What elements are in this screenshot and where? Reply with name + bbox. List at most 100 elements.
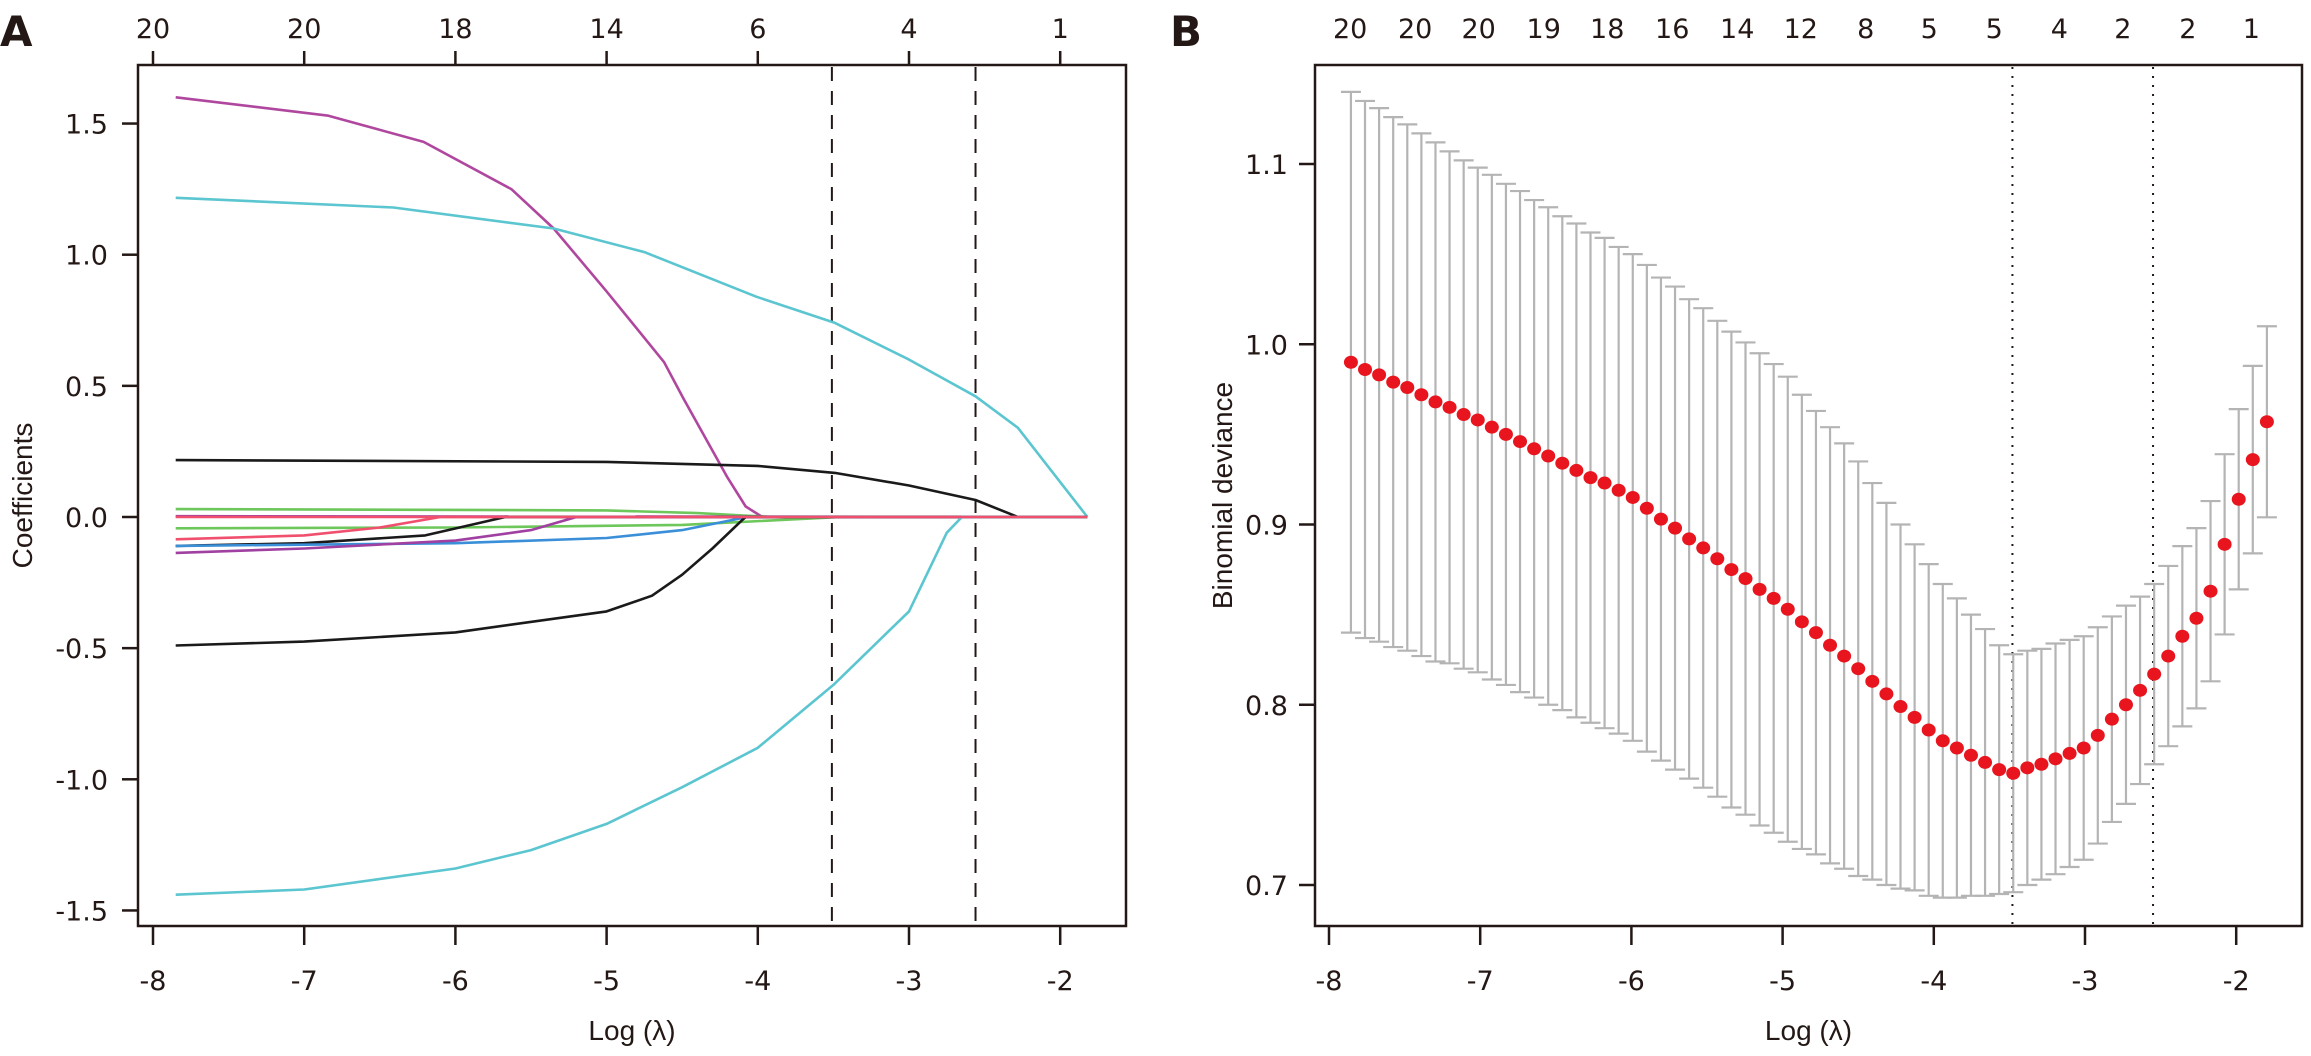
deviance-point: [2245, 453, 2260, 467]
deviance-point: [1949, 741, 1964, 755]
x-tick-label: -6: [442, 966, 469, 997]
deviance-point: [2048, 752, 2063, 766]
panel-label: A: [0, 7, 33, 56]
x-tick-label: -3: [896, 966, 923, 997]
deviance-point: [2147, 667, 2162, 681]
x-tick-label: -7: [1467, 966, 1494, 997]
y-tick-label: 0.8: [1245, 691, 1288, 722]
y-tick-label: -1.5: [55, 896, 108, 927]
top-axis-label: 18: [1590, 14, 1624, 45]
top-axis-label: 4: [900, 14, 917, 45]
deviance-point: [1668, 521, 1683, 535]
top-axis-label: 1: [2243, 14, 2260, 45]
deviance-point: [1823, 638, 1838, 652]
deviance-point: [1625, 490, 1640, 504]
deviance-point: [1766, 591, 1781, 605]
deviance-point: [1724, 563, 1739, 577]
y-tick-label: 1.0: [65, 241, 108, 272]
top-axis-label: 14: [589, 14, 623, 45]
top-axis-label: 1: [1052, 14, 1069, 45]
deviance-point: [1527, 442, 1542, 456]
deviance-point: [2034, 757, 2049, 771]
deviance-point: [1738, 572, 1753, 586]
deviance-point: [1639, 501, 1654, 515]
deviance-point: [1456, 408, 1471, 422]
deviance-point: [1935, 734, 1950, 748]
x-tick-label: -4: [744, 966, 771, 997]
deviance-point: [2161, 649, 2176, 663]
deviance-point: [1484, 420, 1499, 434]
deviance-point: [1682, 532, 1697, 546]
deviance-point: [2118, 698, 2133, 712]
deviance-point: [1343, 355, 1358, 369]
deviance-point: [1921, 723, 1936, 737]
deviance-point: [1583, 471, 1598, 485]
deviance-point: [2062, 746, 2077, 760]
top-axis-label: 2: [2179, 14, 2196, 45]
deviance-point: [1992, 763, 2007, 777]
y-axis-title: Coefficients: [7, 423, 38, 569]
deviance-point: [1358, 362, 1373, 376]
x-tick-label: -8: [1316, 966, 1343, 997]
y-tick-label: 0.9: [1245, 511, 1288, 542]
coefficient-path: [175, 196, 1089, 518]
deviance-point: [1851, 662, 1866, 676]
deviance-point: [2217, 537, 2232, 551]
y-tick-label: 0.0: [65, 503, 108, 534]
deviance-point: [1879, 687, 1894, 701]
deviance-point: [1513, 435, 1528, 449]
top-axis-label: 20: [1462, 14, 1496, 45]
top-axis-label: 16: [1655, 14, 1689, 45]
y-tick-label: 1.0: [1245, 330, 1288, 361]
deviance-point: [1569, 463, 1584, 477]
deviance-point: [1794, 615, 1809, 629]
x-tick-label: -5: [593, 966, 620, 997]
x-tick-label: -5: [1769, 966, 1796, 997]
coefficient-path: [175, 515, 1088, 548]
deviance-point: [1498, 427, 1513, 441]
x-tick-label: -4: [1920, 966, 1947, 997]
deviance-point: [1597, 476, 1612, 490]
top-axis-label: 2: [2114, 14, 2131, 45]
deviance-point: [2020, 761, 2035, 775]
y-tick-label: 1.1: [1245, 150, 1288, 181]
deviance-point: [2231, 492, 2246, 506]
top-axis-label: 6: [749, 14, 766, 45]
top-axis-label: 12: [1784, 14, 1818, 45]
x-tick-label: -7: [291, 966, 318, 997]
deviance-point: [1837, 649, 1852, 663]
deviance-point: [2259, 415, 2274, 429]
x-axis-title: Log (λ): [1765, 1015, 1852, 1046]
top-axis-label: 4: [2051, 14, 2068, 45]
deviance-point: [1428, 395, 1443, 409]
deviance-point: [1555, 456, 1570, 470]
deviance-point: [1752, 582, 1767, 596]
deviance-point: [1808, 626, 1823, 640]
deviance-point: [1470, 413, 1485, 427]
deviance-point: [1963, 748, 1978, 762]
coefficient-path: [175, 96, 1088, 519]
deviance-point: [2076, 741, 2091, 755]
deviance-point: [2090, 728, 2105, 742]
deviance-point: [2133, 683, 2148, 697]
top-axis-label: 5: [1921, 14, 1938, 45]
deviance-point: [2203, 584, 2218, 598]
plot-frame: [136, 63, 1128, 928]
top-axis-label: 19: [1527, 14, 1561, 45]
y-tick-label: 0.5: [65, 372, 108, 403]
x-tick-label: -2: [1047, 966, 1074, 997]
top-axis-label: 5: [1986, 14, 2003, 45]
y-tick-label: 1.5: [65, 110, 108, 141]
panel-label: B: [1170, 7, 1202, 56]
deviance-point: [1386, 375, 1401, 389]
top-axis-label: 18: [438, 14, 472, 45]
deviance-point: [1696, 541, 1711, 555]
coefficient-path: [175, 515, 1088, 530]
panel-a-coefficient-paths: A -8 -7 -6 -5 -4 -3 -2 Log (λ) 1.5 1.0 0.5 0.0 -0.5 -1…: [0, 7, 1128, 1046]
deviance-point: [1865, 674, 1880, 688]
x-tick-label: -8: [140, 966, 167, 997]
deviance-point: [1893, 700, 1908, 714]
deviance-point: [1710, 552, 1725, 566]
deviance-point: [1653, 512, 1668, 526]
